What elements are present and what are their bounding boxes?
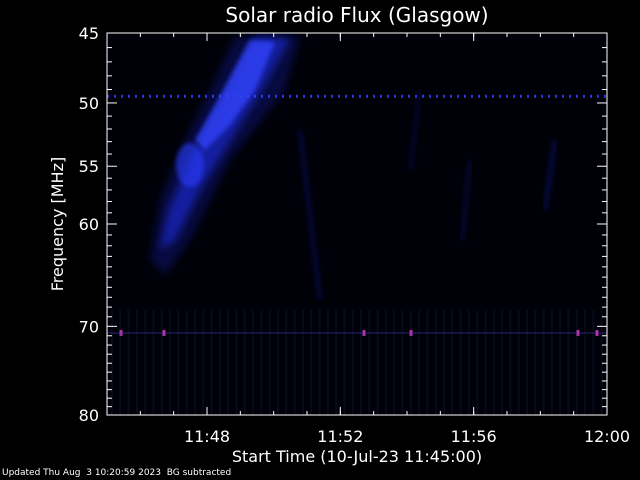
y-tick-label: 50: [79, 94, 99, 113]
chart-title: Solar radio Flux (Glasgow): [225, 3, 488, 27]
y-tick-label: 55: [79, 157, 99, 176]
x-tick-label: 12:00: [584, 427, 630, 446]
x-tick-label: 11:48: [184, 427, 230, 446]
faint-streak: [459, 159, 473, 241]
interference-spike: [576, 329, 580, 336]
y-axis-label: Frequency [MHz]: [48, 157, 67, 291]
y-tick-label: 70: [79, 317, 99, 336]
update-timestamp: Updated Thu Aug 3 10:20:59 2023: [2, 468, 162, 478]
background-note: BG subtracted: [166, 468, 232, 478]
x-axis-label: Start Time (10-Jul-23 11:45:00): [232, 447, 482, 466]
interference-spike: [119, 329, 123, 336]
interference-lines: [107, 94, 607, 336]
y-axis: 45 50 55 60 70 80: [79, 24, 607, 425]
faint-streak: [542, 139, 558, 211]
footer: Updated Thu Aug 3 10:20:59 2023 BG subtr…: [2, 468, 231, 478]
interference-spike: [162, 329, 166, 336]
interference-spike: [595, 329, 599, 336]
x-tick-label: 11:52: [317, 427, 363, 446]
y-tick-label: 80: [79, 406, 99, 425]
y-tick-label: 45: [79, 24, 99, 43]
y-tick-label: 60: [79, 215, 99, 234]
x-tick-label: 11:56: [451, 427, 497, 446]
x-axis: 11:48 11:52 11:56 12:00: [139, 33, 630, 446]
burst-blob: [176, 143, 204, 187]
interference-spike: [362, 329, 366, 336]
faint-streak: [297, 129, 323, 301]
interference-spike: [409, 329, 413, 336]
faint-streak: [407, 89, 423, 171]
burst-ridge: [160, 36, 290, 250]
